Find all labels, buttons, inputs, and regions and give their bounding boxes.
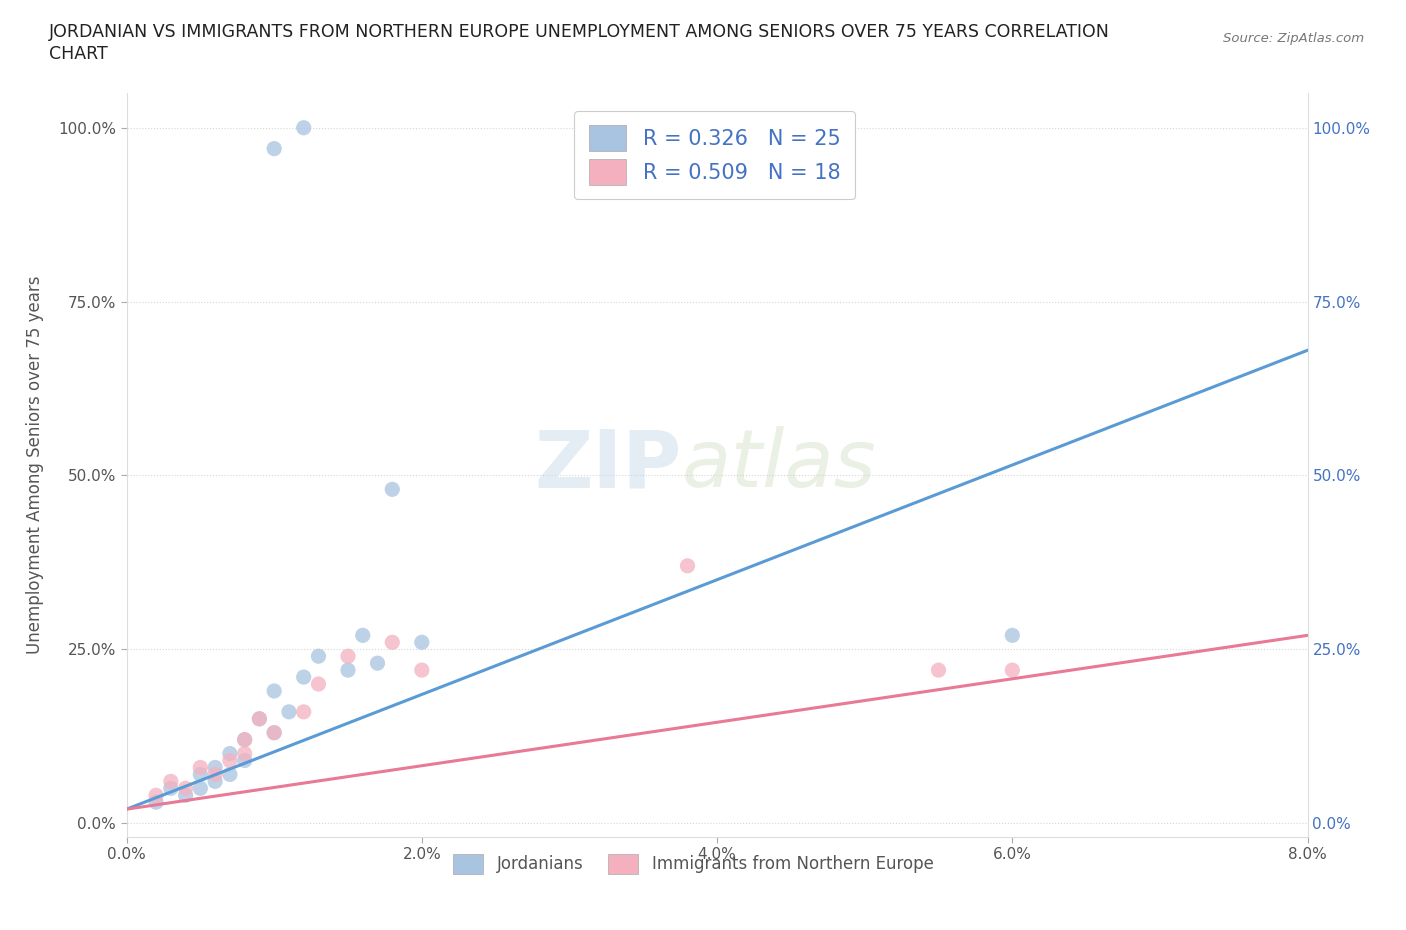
Point [337, 649, 360, 664]
Point [219, 746, 242, 761]
Point [249, 711, 271, 726]
Point [263, 725, 285, 740]
Point [160, 774, 183, 789]
Point [381, 482, 404, 497]
Point [174, 781, 197, 796]
Point [233, 746, 256, 761]
Point [307, 677, 329, 692]
Point [337, 663, 360, 678]
Point [204, 767, 226, 782]
Point [676, 558, 699, 573]
Point [145, 788, 167, 803]
Point [292, 670, 315, 684]
Point [307, 649, 329, 664]
Legend: Jordanians, Immigrants from Northern Europe: Jordanians, Immigrants from Northern Eur… [447, 847, 941, 881]
Point [411, 663, 433, 678]
Point [188, 767, 212, 782]
Point [1001, 663, 1024, 678]
Point [204, 760, 226, 775]
Point [928, 663, 950, 678]
Point [219, 767, 242, 782]
Point [188, 781, 212, 796]
Text: CHART: CHART [49, 45, 108, 62]
Point [1001, 628, 1024, 643]
Text: JORDANIAN VS IMMIGRANTS FROM NORTHERN EUROPE UNEMPLOYMENT AMONG SENIORS OVER 75 : JORDANIAN VS IMMIGRANTS FROM NORTHERN EU… [49, 23, 1111, 41]
Text: Source: ZipAtlas.com: Source: ZipAtlas.com [1223, 32, 1364, 45]
Point [263, 141, 285, 156]
Point [411, 635, 433, 650]
Point [292, 120, 315, 135]
Point [278, 704, 301, 719]
Text: ZIP: ZIP [534, 426, 682, 504]
Point [174, 788, 197, 803]
Text: atlas: atlas [682, 426, 876, 504]
Y-axis label: Unemployment Among Seniors over 75 years: Unemployment Among Seniors over 75 years [27, 276, 44, 654]
Point [292, 704, 315, 719]
Point [219, 753, 242, 768]
Point [263, 684, 285, 698]
Point [160, 781, 183, 796]
Point [352, 628, 374, 643]
Point [233, 753, 256, 768]
Point [145, 795, 167, 810]
Point [381, 635, 404, 650]
Point [233, 732, 256, 747]
Point [263, 725, 285, 740]
Point [233, 732, 256, 747]
Point [204, 774, 226, 789]
Point [188, 760, 212, 775]
Point [249, 711, 271, 726]
Point [367, 656, 389, 671]
